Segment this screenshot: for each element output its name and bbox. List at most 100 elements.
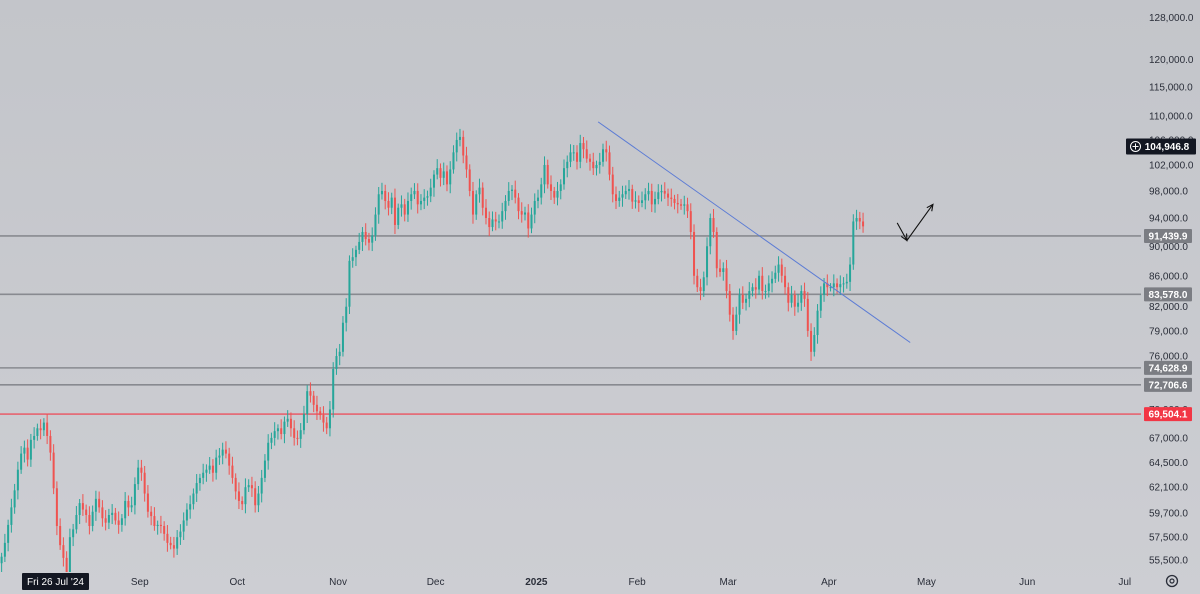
level-badge-label: 72,706.6 [1149,380,1188,391]
candle [624,185,627,199]
candle-body [745,298,748,303]
candle [16,461,19,500]
candle-body [367,239,370,243]
candle [341,316,344,357]
candle-body [406,200,409,215]
candle [120,514,123,532]
candle-body [507,190,510,201]
candle-body [452,152,455,170]
candle [104,510,107,531]
candle [224,441,227,459]
candle-body [29,439,32,460]
candle [260,469,263,503]
candle-body [224,449,227,454]
candle [725,259,728,299]
level-badge: 83,578.0 [1144,287,1192,302]
candle-body [250,485,253,489]
candle [715,227,718,278]
candle-body [231,465,234,478]
trendline[interactable] [597,121,911,343]
candle-body [143,472,146,494]
candle-body [351,257,354,261]
candle-body [358,241,361,250]
candle-body [725,268,728,292]
candle [728,283,731,322]
candle [540,177,543,205]
candle [390,192,393,215]
candle [719,259,722,277]
candle-body [62,545,65,558]
candle-body [413,190,416,195]
candle [270,432,273,450]
candle-body [536,197,540,201]
add-alert-icon[interactable] [1130,140,1141,152]
candle [673,194,676,210]
candle-body [686,204,689,212]
candle [754,278,757,299]
candle [322,406,325,432]
candle [566,155,569,178]
candle [189,495,192,519]
candle-body [618,197,621,201]
candle-body [631,188,634,202]
y-tick-label: 82,000.0 [1149,302,1188,313]
level-badge: 69,504.1 [1144,407,1192,422]
candle-body [829,287,832,289]
candle [280,419,283,440]
candle [315,395,318,420]
candle [267,434,270,470]
candle-body [3,542,6,557]
candle [302,405,305,435]
candle [549,175,553,200]
candle [397,203,400,230]
candle [351,248,354,268]
candle-body [345,306,348,323]
candle-body [738,294,741,315]
y-tick-label: 57,500.0 [1149,533,1188,544]
candle [254,481,257,513]
horizontal-levels [0,235,1141,415]
candle [595,160,598,176]
candle-body [546,164,549,185]
candle-body [608,152,611,175]
candle [572,144,575,161]
candle-body [722,268,725,273]
candle [592,152,595,175]
candle [133,477,136,515]
candle-body [124,500,127,519]
candle [722,262,725,281]
candle [784,266,787,295]
candle-body [101,507,104,519]
candle-body [826,283,829,288]
candle [452,145,455,174]
candle-body [276,428,279,432]
candle-body [673,198,676,203]
candle [767,275,770,298]
settings-icon[interactable] [1165,574,1179,588]
candle [72,523,75,547]
candle [325,416,328,435]
candle-body [852,221,855,265]
candle-body [624,190,627,195]
candle-body [52,452,55,489]
candle-body [218,455,221,458]
current-price-badge[interactable]: 104,946.8 [1126,138,1196,155]
candle [702,271,705,297]
candle [510,185,513,201]
candle [641,191,644,208]
candle-body [735,314,738,331]
candle-body [663,190,666,194]
x-tick-label: Dec [427,577,445,588]
candle [764,284,767,299]
candle [101,500,104,527]
candle-body [289,418,292,429]
candle [849,257,852,292]
candle-body [823,283,826,295]
candle [585,140,588,163]
candle [696,268,699,292]
candle [384,184,387,210]
candle-body [647,190,650,195]
candle [793,290,796,316]
